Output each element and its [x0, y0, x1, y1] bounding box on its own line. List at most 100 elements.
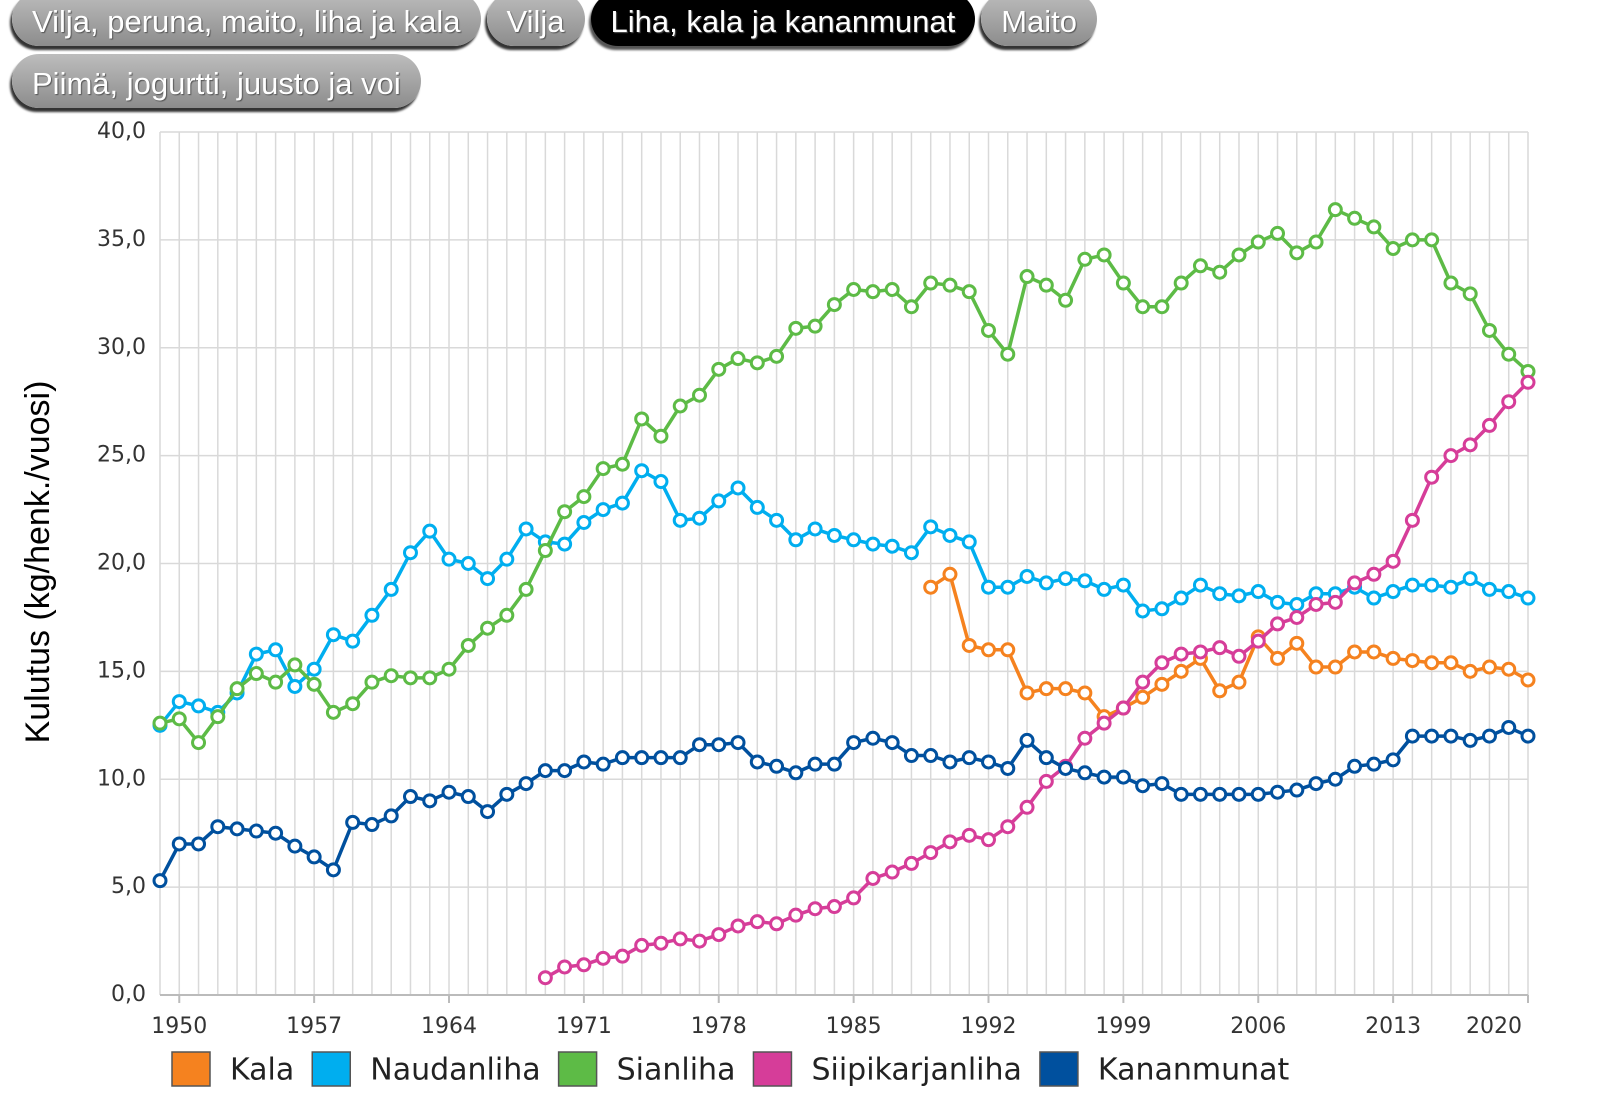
- data-point: [1038, 575, 1054, 591]
- data-point: [1231, 648, 1247, 664]
- data-point: [730, 351, 746, 367]
- data-point: [942, 566, 958, 582]
- data-point: [537, 543, 553, 559]
- series-line: [159, 207, 1530, 745]
- data-point: [325, 627, 341, 643]
- data-point: [730, 918, 746, 934]
- data-point: [1424, 655, 1440, 671]
- tab[interactable]: Liha, kala ja kananmunat: [590, 0, 976, 46]
- data-point: [1385, 752, 1401, 768]
- data-point: [1270, 784, 1286, 800]
- data-point: [865, 284, 881, 300]
- data-point: [807, 756, 823, 772]
- x-tick-label: 2020: [1466, 1014, 1522, 1039]
- data-point: [634, 463, 650, 479]
- data-point: [1212, 264, 1228, 280]
- data-point: [691, 737, 707, 753]
- x-tick-label: 1957: [286, 1014, 342, 1039]
- data-point: [653, 750, 669, 766]
- data-point: [576, 515, 592, 531]
- data-point: [903, 545, 919, 561]
- data-point: [1289, 609, 1305, 625]
- data-point: [171, 694, 187, 710]
- legend-label: Kala: [230, 1053, 294, 1088]
- tab[interactable]: Vilja: [486, 0, 585, 46]
- data-point: [1366, 566, 1382, 582]
- data-point: [306, 661, 322, 677]
- y-tick-label: 25,0: [97, 443, 146, 468]
- data-point: [1327, 594, 1343, 610]
- data-point: [1443, 655, 1459, 671]
- data-point: [1481, 659, 1497, 675]
- data-point: [1347, 575, 1363, 591]
- data-point: [1520, 728, 1536, 744]
- data-point: [1192, 577, 1208, 593]
- data-point: [1000, 819, 1016, 835]
- data-point: [1058, 292, 1074, 308]
- data-point: [730, 735, 746, 751]
- data-point: [1501, 719, 1517, 735]
- data-point: [537, 970, 553, 986]
- data-point: [1019, 732, 1035, 748]
- data-point: [1250, 234, 1266, 250]
- data-point: [769, 916, 785, 932]
- data-point: [691, 387, 707, 403]
- data-point: [865, 870, 881, 886]
- data-point: [1250, 633, 1266, 649]
- data-point: [1443, 448, 1459, 464]
- data-point: [961, 284, 977, 300]
- data-point: [537, 763, 553, 779]
- x-tick-label: 1999: [1095, 1014, 1151, 1039]
- data-point: [152, 715, 168, 731]
- data-point: [1462, 571, 1478, 587]
- data-point: [923, 275, 939, 291]
- data-point: [1270, 650, 1286, 666]
- data-point: [807, 901, 823, 917]
- data-point: [1385, 553, 1401, 569]
- data-point: [923, 579, 939, 595]
- legend-swatch: [557, 1051, 598, 1087]
- data-point: [749, 355, 765, 371]
- data-point: [981, 579, 997, 595]
- data-point: [1481, 322, 1497, 338]
- data-point: [942, 834, 958, 850]
- data-point: [1443, 728, 1459, 744]
- data-point: [441, 551, 457, 567]
- data-point: [1173, 590, 1189, 606]
- data-point: [711, 493, 727, 509]
- data-point: [1501, 346, 1517, 362]
- data-point: [1173, 786, 1189, 802]
- data-point: [1231, 247, 1247, 263]
- data-point: [788, 532, 804, 548]
- data-point: [480, 571, 496, 587]
- data-point: [1038, 277, 1054, 293]
- data-point: [383, 668, 399, 684]
- data-point: [518, 581, 534, 597]
- data-point: [1000, 579, 1016, 595]
- data-point: [595, 756, 611, 772]
- data-point: [711, 737, 727, 753]
- data-point: [1308, 234, 1324, 250]
- data-point: [1289, 635, 1305, 651]
- data-point: [807, 521, 823, 537]
- data-point: [1077, 730, 1093, 746]
- data-point: [846, 532, 862, 548]
- data-point: [884, 864, 900, 880]
- data-point: [903, 299, 919, 315]
- tab[interactable]: Piimä, jogurtti, juusto ja voi: [12, 54, 421, 108]
- data-point: [1289, 782, 1305, 798]
- data-point: [422, 523, 438, 539]
- series-line: [158, 725, 1529, 882]
- data-point: [1327, 771, 1343, 787]
- data-point: [1135, 689, 1151, 705]
- data-point: [981, 642, 997, 658]
- data-point: [1115, 700, 1131, 716]
- tab[interactable]: Maito: [981, 0, 1098, 46]
- tab[interactable]: Vilja, peruna, maito, liha ja kala: [12, 0, 481, 46]
- data-point: [1115, 769, 1131, 785]
- data-point: [923, 519, 939, 535]
- data-point: [942, 754, 958, 770]
- data-point: [171, 711, 187, 727]
- data-point: [1424, 577, 1440, 593]
- data-point: [769, 512, 785, 528]
